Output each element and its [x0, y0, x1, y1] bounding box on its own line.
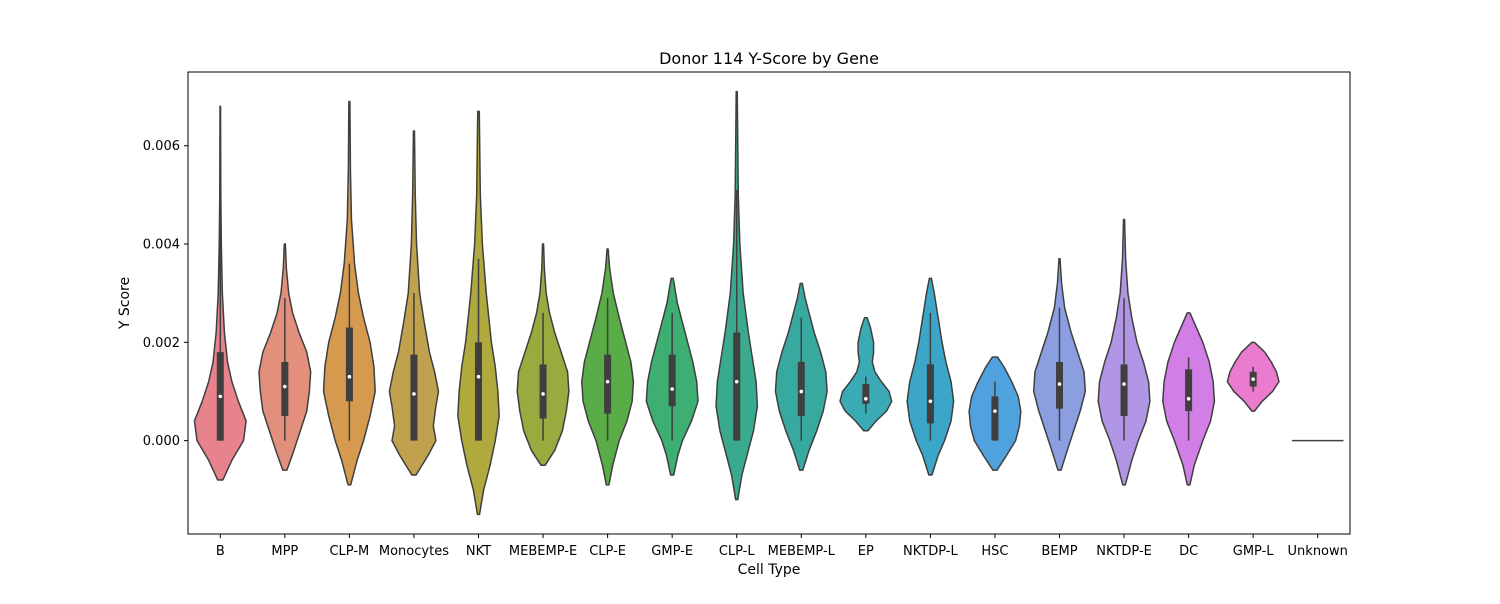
y-tick-label: 0.004	[143, 238, 180, 253]
x-tick-label: BEMP	[1041, 544, 1077, 559]
violin-median-dot	[541, 392, 545, 396]
violin-mpp	[258, 243, 312, 471]
violin-median-dot	[864, 397, 868, 401]
x-tick-label: CLP-L	[719, 544, 756, 559]
chart-title: Donor 114 Y-Score by Gene	[659, 49, 879, 68]
violin-nktdp-l	[906, 277, 955, 476]
violins-layer	[193, 90, 1344, 516]
violin-median-dot	[1251, 377, 1255, 381]
x-axis-ticks: B MPP CLP-M Monocytes NKT MEBEMP-E CLP-E GMP-E C…	[216, 534, 1348, 559]
violin-iqr-box	[862, 384, 870, 404]
violin-dc	[1162, 312, 1216, 486]
violin-iqr-box	[410, 354, 418, 441]
violin-iqr-box	[475, 342, 482, 441]
violin-median-dot	[412, 392, 416, 396]
violin-iqr-box	[926, 364, 934, 424]
y-axis-label: Y Score	[117, 277, 133, 330]
plot-frame	[187, 71, 1351, 535]
x-tick-label: CLP-M	[329, 544, 369, 559]
y-axis-ticks: 0.000 0.002 0.004 0.006	[143, 139, 188, 449]
x-tick-label: NKTDP-E	[1096, 544, 1152, 559]
violin-median-dot	[1122, 382, 1126, 386]
violin-median-dot	[347, 374, 352, 379]
x-tick-label: MEBEMP-L	[768, 544, 836, 559]
violin-median-dot	[799, 389, 804, 394]
y-tick-label: 0.000	[143, 434, 180, 449]
violin-median-dot	[605, 379, 610, 384]
violin-median-dot	[218, 394, 223, 399]
violin-iqr-box	[345, 327, 353, 402]
x-tick-label: Monocytes	[379, 544, 449, 559]
violin-body	[839, 316, 893, 432]
x-axis-label: Cell Type	[738, 562, 801, 578]
violin-nkt	[457, 110, 500, 516]
x-tick-label: MPP	[271, 544, 298, 559]
violin-nktdp-e	[1097, 218, 1151, 486]
plot-area	[188, 72, 1350, 534]
violin-ep	[839, 316, 893, 432]
x-tick-label: NKT	[466, 544, 491, 559]
violin-iqr-box	[797, 361, 805, 417]
x-tick-label: MEBEMP-E	[509, 544, 577, 559]
violin-iqr-box	[668, 354, 676, 407]
x-tick-label: CLP-E	[589, 544, 626, 559]
violin-clp-e	[581, 248, 635, 486]
violin-b	[193, 105, 247, 481]
violin-clp-l	[715, 90, 759, 501]
violin-monocytes	[388, 130, 440, 476]
violin-mebemp-e	[516, 243, 570, 466]
violin-gmp-e	[645, 277, 699, 476]
x-tick-label: Unknown	[1288, 544, 1348, 559]
violin-iqr-box	[1120, 364, 1128, 417]
violin-median-dot	[734, 379, 739, 384]
x-tick-label: B	[216, 544, 225, 559]
violin-mebemp-l	[774, 282, 828, 471]
violin-iqr-box	[1185, 369, 1193, 412]
violin-median-dot	[670, 387, 674, 391]
violin-median-dot	[1057, 382, 1062, 386]
violin-median-dot	[283, 384, 287, 389]
violin-hsc	[968, 356, 1022, 471]
y-tick-label: 0.006	[143, 139, 180, 154]
violin-iqr-box	[281, 361, 289, 417]
violin-clp-m	[322, 100, 376, 486]
x-tick-label: GMP-E	[651, 544, 693, 559]
violin-median-dot	[928, 399, 933, 404]
violin-iqr-box	[991, 396, 999, 441]
x-tick-label: NKTDP-L	[903, 544, 958, 559]
y-tick-label: 0.002	[143, 336, 180, 351]
violin-iqr-box	[539, 364, 547, 419]
violin-gmp-l	[1226, 341, 1280, 412]
violin-median-dot	[993, 409, 997, 413]
x-tick-label: EP	[858, 544, 874, 559]
violin-iqr-box	[733, 332, 741, 441]
violin-bemp	[1032, 258, 1087, 471]
x-tick-label: GMP-L	[1233, 544, 1275, 559]
x-tick-label: DC	[1179, 544, 1198, 559]
violin-median-dot	[1186, 397, 1191, 401]
x-tick-label: HSC	[981, 544, 1008, 559]
violin-iqr-box	[604, 354, 612, 414]
violin-median-dot	[476, 374, 481, 379]
